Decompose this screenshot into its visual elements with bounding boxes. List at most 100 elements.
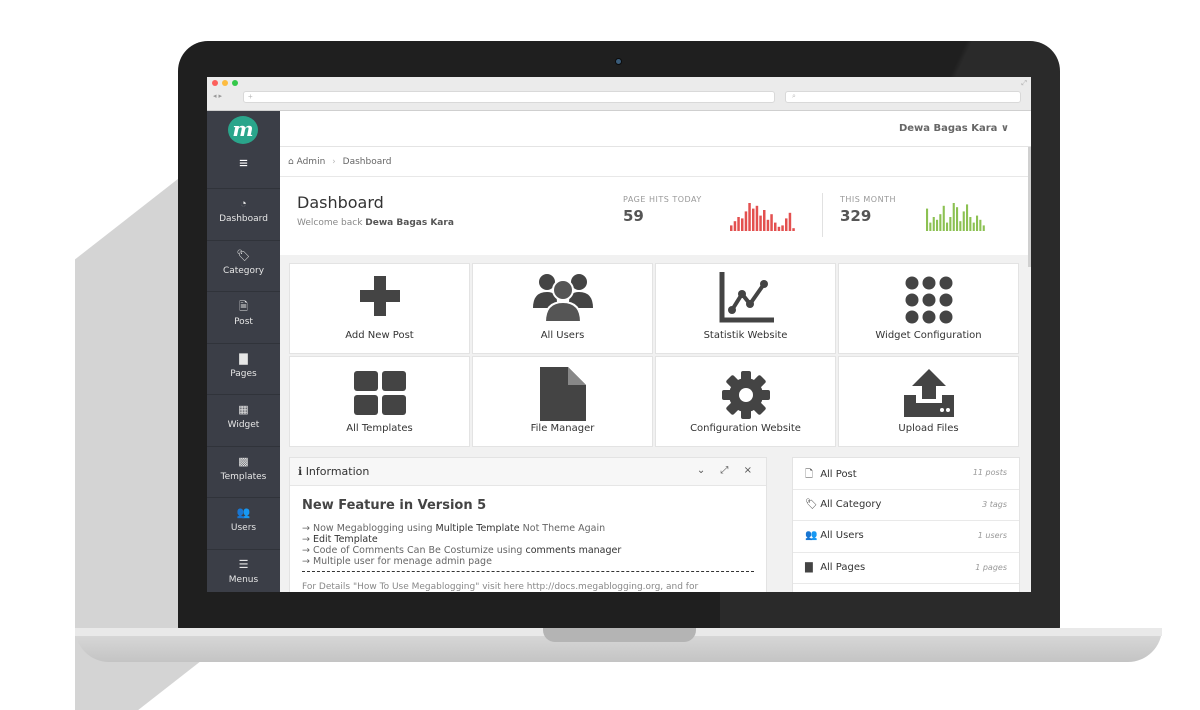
sparkline-bar bbox=[748, 203, 751, 231]
info-heading: New Feature in Version 5 bbox=[302, 498, 487, 513]
sparkline-bar bbox=[733, 221, 737, 231]
sparkline-bar bbox=[752, 208, 755, 231]
stat-divider bbox=[822, 193, 823, 237]
count-value: 3 tags bbox=[982, 499, 1007, 509]
tags-icon: 🏷 bbox=[805, 498, 818, 510]
tile-add-new-post[interactable]: Add New Post bbox=[289, 263, 470, 354]
maximize-window-dot[interactable] bbox=[232, 80, 238, 86]
user-menu[interactable]: Dewa Bagas Kara ∨ bbox=[899, 123, 1009, 134]
count-value: 11 posts bbox=[972, 468, 1007, 477]
sparkline-bar bbox=[972, 222, 975, 231]
file-text-icon: 🗎 bbox=[239, 301, 248, 313]
feature-text: → Code of Comments Can Be Costumize usin… bbox=[302, 545, 526, 556]
sidebar-item-post[interactable]: 🗎 Post bbox=[207, 291, 280, 342]
sparkline-bar bbox=[942, 205, 945, 231]
feature-line: → Multiple user for menage admin page bbox=[302, 556, 754, 567]
info-footer: For Details "How To Use Megablogging" vi… bbox=[302, 582, 699, 592]
back-forward-buttons[interactable]: ◂ ▸ bbox=[213, 93, 222, 100]
sidebar-item-label: Dashboard bbox=[219, 214, 268, 224]
welcome-prefix: Welcome back bbox=[297, 218, 363, 228]
dashboard-icon: ◔ bbox=[240, 198, 247, 210]
sidebar-item-widget[interactable]: ▦ Widget bbox=[207, 394, 280, 445]
megablogging-logo[interactable]: m bbox=[228, 116, 258, 144]
close-window-dot[interactable] bbox=[212, 80, 218, 86]
th-large-icon: ▩ bbox=[238, 455, 249, 468]
tile-label: Statistik Website bbox=[703, 330, 788, 341]
th-large-icon bbox=[353, 371, 406, 415]
sidebar-item-category[interactable]: 🏷 Category bbox=[207, 239, 280, 291]
sidebar: m ≡ ◔ Dashboard 🏷 Category 🗎 Post ▇ Pages ▦ Widge… bbox=[207, 111, 280, 592]
feature-text: → Now Megablogging using bbox=[302, 523, 436, 534]
feature-highlight: Edit Template bbox=[312, 534, 378, 545]
file-icon: ▇ bbox=[239, 352, 248, 365]
breadcrumb-separator: › bbox=[332, 157, 336, 167]
sidebar-item-label: Widget bbox=[227, 420, 260, 430]
sparkline-bar bbox=[788, 212, 792, 231]
sparkline-bar bbox=[946, 222, 949, 231]
panel-tools[interactable]: ⌄ ⤢ × bbox=[696, 465, 758, 476]
url-bar[interactable]: + bbox=[243, 91, 775, 103]
screen: ◂ ▸ + ⌕ ⤢ m ≡ ◔ Dashboard 🏷 Category 🗎 Post ▇ P… bbox=[207, 77, 1031, 592]
browser-chrome: ◂ ▸ + ⌕ ⤢ bbox=[207, 77, 1031, 111]
home-icon: ⌂ bbox=[288, 157, 294, 167]
sidebar-item-pages[interactable]: ▇ Pages bbox=[207, 342, 280, 394]
line-chart-icon bbox=[719, 272, 774, 323]
sparkline-bar bbox=[763, 210, 766, 231]
count-label: All Users bbox=[820, 530, 864, 541]
sparkline-bar bbox=[949, 217, 952, 231]
tile-all-users[interactable]: All Users bbox=[472, 263, 653, 354]
tags-icon: 🏷 bbox=[236, 249, 251, 262]
sparkline-bar bbox=[741, 218, 744, 231]
sparkline-bar bbox=[766, 219, 770, 231]
welcome-message: Welcome back Dewa Bagas Kara bbox=[297, 218, 454, 228]
shortcut-tiles: Add New Post All Users bbox=[289, 263, 1020, 447]
feature-text: → bbox=[302, 534, 313, 545]
sparkline-bar bbox=[781, 225, 784, 231]
sparkline-bar bbox=[932, 217, 935, 231]
sidebar-item-menus[interactable]: ☰ Menus bbox=[207, 548, 280, 593]
sparkline-bar bbox=[929, 222, 932, 231]
count-row-all-users[interactable]: 👥 All Users 1 users bbox=[793, 521, 1019, 553]
sidebar-item-label: Pages bbox=[230, 368, 257, 379]
tile-label: All Templates bbox=[346, 423, 413, 434]
sparkline-bar bbox=[982, 225, 985, 231]
count-row-all-pages[interactable]: ▇ All Pages 1 pages bbox=[793, 553, 1019, 584]
tile-label: All Users bbox=[540, 330, 585, 341]
breadcrumb: ⌂ Admin › Dashboard bbox=[280, 147, 1031, 177]
count-label: All Category bbox=[820, 498, 882, 510]
users-icon: 👥 bbox=[805, 530, 818, 541]
sidebar-item-templates[interactable]: ▩ Templates bbox=[207, 445, 280, 497]
page-hits-sparkline bbox=[730, 203, 795, 231]
sidebar-item-users[interactable]: 👥 Users bbox=[207, 497, 280, 548]
count-value: 1 users bbox=[977, 531, 1007, 540]
sparkline-bar bbox=[785, 218, 788, 231]
count-label: All Pages bbox=[820, 561, 866, 573]
tile-label: Add New Post bbox=[345, 330, 414, 341]
feature-text: → Multiple user for menage admin page bbox=[302, 556, 492, 567]
feature-line: → Code of Comments Can Be Costumize usin… bbox=[302, 545, 754, 556]
stat-value: 329 bbox=[840, 207, 872, 225]
tile-file-manager[interactable]: File Manager bbox=[472, 356, 653, 447]
count-row-all-category[interactable]: 🏷 All Category 3 tags bbox=[793, 490, 1019, 521]
tile-statistik-website[interactable]: Statistik Website bbox=[655, 263, 836, 354]
minimize-window-dot[interactable] bbox=[222, 80, 228, 86]
page-title: Dashboard bbox=[297, 193, 384, 212]
tile-all-templates[interactable]: All Templates bbox=[289, 356, 470, 447]
hamburger-menu-icon[interactable]: ≡ bbox=[239, 155, 248, 172]
information-panel: ℹ Information ⌄ ⤢ × New Feature in Versi… bbox=[289, 457, 767, 592]
breadcrumb-admin[interactable]: Admin bbox=[296, 157, 326, 167]
tile-configuration-website[interactable]: Configuration Website bbox=[655, 356, 836, 447]
laptop-notch bbox=[543, 628, 696, 642]
sidebar-item-dashboard[interactable]: ◔ Dashboard bbox=[207, 188, 280, 239]
information-panel-header: ℹ Information ⌄ ⤢ × bbox=[290, 458, 766, 486]
browser-search-bar[interactable]: ⌕ bbox=[785, 91, 1021, 103]
tile-widget-configuration[interactable]: Widget Configuration bbox=[838, 263, 1019, 354]
scrollbar[interactable] bbox=[1028, 147, 1031, 267]
tile-upload-files[interactable]: Upload Files bbox=[838, 356, 1019, 447]
user-name: Dewa Bagas Kara bbox=[898, 123, 998, 134]
count-row-all-post[interactable]: 🗋 All Post 11 posts bbox=[793, 458, 1019, 490]
fullscreen-icon[interactable]: ⤢ bbox=[1021, 80, 1027, 87]
stat-label: THIS MONTH bbox=[840, 195, 896, 204]
breadcrumb-current: Dashboard bbox=[342, 157, 392, 167]
